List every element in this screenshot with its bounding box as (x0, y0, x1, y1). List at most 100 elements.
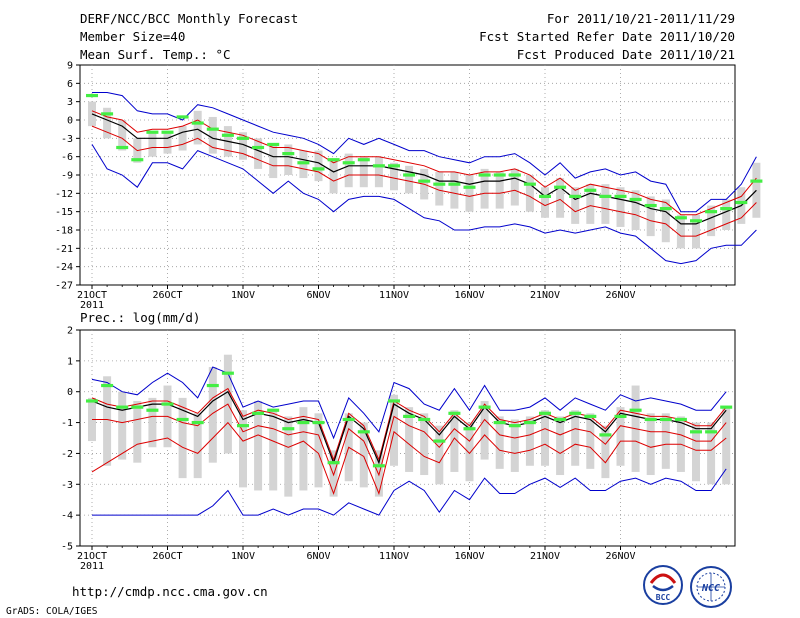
y-tick-label: -2 (61, 449, 73, 460)
member-marker (493, 173, 506, 177)
variable-label: Mean Surf. Temp.: °C (80, 47, 231, 62)
bcc-logo: BCC (643, 565, 683, 605)
spread-box (707, 422, 716, 485)
spread-box (178, 126, 187, 151)
member-marker (252, 145, 265, 150)
spread-box (284, 416, 293, 497)
lower-inner-line (92, 403, 727, 477)
spread-box (661, 199, 670, 243)
bcc-logo-text: BCC (656, 593, 671, 602)
spread-box (193, 110, 202, 145)
member-marker (508, 173, 521, 177)
spread-box (163, 132, 172, 154)
spread-box (435, 171, 444, 206)
x-tick-label: 6NOV (306, 551, 330, 562)
member-marker (750, 179, 763, 183)
spread-box (752, 162, 761, 218)
member-marker (191, 420, 204, 425)
y-tick-label: -5 (61, 542, 73, 553)
spread-box (586, 184, 595, 224)
x-tick-label: 26NOV (605, 290, 635, 301)
lower-outer-line (92, 468, 727, 516)
y-tick-label: 1 (67, 356, 73, 367)
member-marker (705, 210, 718, 214)
spread-box (525, 175, 534, 212)
member-marker (327, 461, 340, 465)
spread-box (405, 407, 414, 472)
spread-box (254, 400, 263, 491)
spread-box (722, 199, 731, 230)
spread-box (118, 391, 127, 460)
member-marker (101, 383, 114, 388)
member-marker (418, 417, 431, 422)
lowest-inner-line (91, 421, 727, 496)
member-marker (569, 411, 582, 415)
y-tick-label: -21 (55, 244, 73, 255)
y-tick-label: -15 (55, 207, 73, 218)
spread-box (525, 416, 534, 466)
grads-credit: GrADS: COLA/IGES (6, 606, 98, 617)
spread-box (646, 413, 655, 476)
lower-outer-line (91, 144, 757, 265)
member-marker (644, 417, 657, 422)
spread-box (495, 171, 504, 209)
upper-outer-line (92, 92, 757, 213)
member-marker (539, 411, 551, 415)
source-url[interactable]: http://cmdp.ncc.cma.gov.cn (72, 584, 268, 599)
y-tick-label: -9 (61, 171, 73, 182)
spread-box (450, 410, 459, 472)
member-marker (297, 420, 310, 425)
x-tick-label: 6NOV (306, 290, 330, 301)
spread-box (254, 138, 263, 169)
member-marker (508, 424, 521, 428)
x-tick-label: 16NOV (454, 290, 484, 301)
x-tick-label: 21OCT (77, 290, 107, 301)
member-marker (433, 182, 446, 186)
member-marker (357, 158, 370, 162)
member-marker (674, 417, 687, 422)
member-marker (342, 417, 355, 422)
spread-box (103, 376, 112, 466)
spread-box (118, 120, 127, 151)
spread-box (586, 413, 595, 469)
member-marker (388, 399, 400, 403)
member-marker (327, 158, 340, 162)
y-tick-label: -12 (55, 189, 73, 200)
x-year-label: 2011 (80, 300, 104, 311)
x-tick-label: 21NOV (530, 290, 560, 301)
spread-box (676, 214, 685, 249)
spread-box (495, 416, 504, 469)
lower-inner-line (91, 125, 757, 237)
y-tick-label: -18 (55, 226, 73, 237)
member-marker (221, 371, 234, 375)
member-marker (357, 430, 370, 434)
spread-box (284, 144, 293, 175)
member-marker (221, 133, 234, 137)
member-marker (433, 439, 446, 443)
precip-panel-title: Prec.: log(mm/d) (80, 310, 200, 325)
spread-box (374, 156, 383, 188)
member-marker (463, 185, 476, 189)
member-marker (463, 427, 476, 431)
spread-box (571, 187, 580, 224)
member-marker (206, 383, 219, 388)
member-marker (523, 182, 536, 186)
member-marker (282, 152, 295, 156)
member-marker (720, 207, 733, 211)
member-marker (705, 430, 718, 434)
member-marker (554, 417, 567, 422)
spread-box (541, 187, 549, 218)
y-tick-label: -3 (61, 480, 73, 491)
x-tick-label: 21NOV (530, 551, 560, 562)
spread-box (239, 132, 247, 160)
spread-box (465, 175, 474, 212)
member-marker (267, 408, 280, 412)
member-marker (690, 430, 702, 434)
y-tick-label: -27 (55, 281, 73, 292)
y-tick-label: 9 (67, 61, 73, 72)
plot-frame (79, 329, 736, 547)
member-marker (342, 161, 355, 165)
member-marker (282, 427, 295, 431)
member-marker (191, 121, 204, 125)
member-marker (297, 161, 310, 165)
